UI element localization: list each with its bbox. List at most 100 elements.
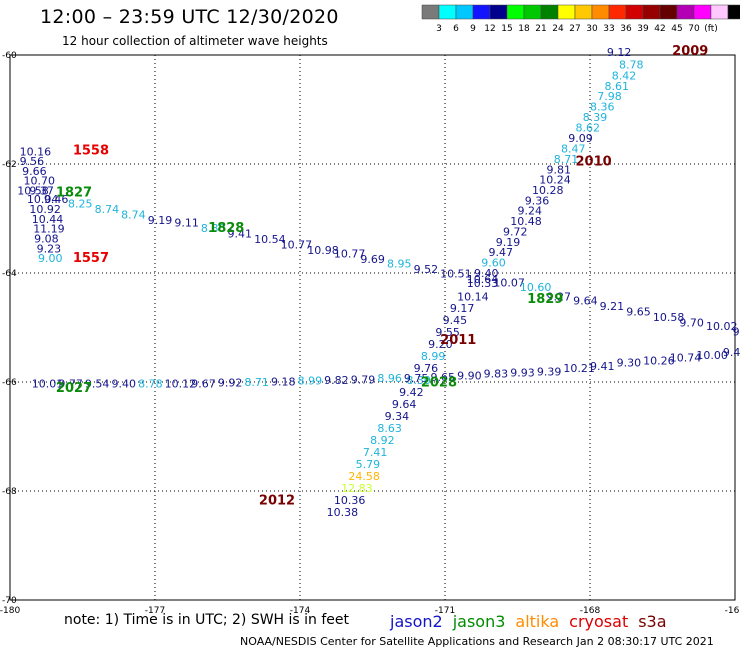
legend-entry: jason2 [390,612,443,631]
wave-height-label: 10.77 [334,248,366,261]
colorbar-tick-label: 21 [535,24,546,34]
wave-height-label: 9.46 [44,193,68,206]
colorbar-swatch [676,4,695,20]
pass-time-label: 2011 [440,333,476,348]
colorbar-tick-label: 3 [436,24,442,34]
wave-height-label: 9.41 [228,228,253,241]
wave-height-label: 9.56 [20,155,44,168]
wave-height-label: 10.04 [27,193,58,206]
pass-time-label: 2028 [421,375,457,390]
colorbar-swatch [642,4,661,20]
colorbar-swatch [523,4,542,20]
wave-height-label: 9.17 [450,302,475,315]
colorbar-swatch [489,4,508,20]
pass-time-label: 2010 [576,155,612,170]
wave-height-label: 10.07 [493,277,525,290]
pass-time-label: 1829 [527,292,563,307]
colorbar-swatch [591,4,610,20]
wave-height-label: 9.52 [414,263,439,276]
wave-height-label: 9.21 [600,300,625,313]
wave-height-label: 8.74 [121,209,145,222]
satellite-legend: jason2 jason3 altika cryosat s3a [390,612,677,631]
wave-height-label: 10.64 [467,273,499,286]
wave-height-label: 10.58 [17,185,49,198]
colorbar-tick-label: 24 [552,24,564,34]
wave-height-label: 9.34 [385,410,410,423]
wave-height-label: 10.00 [696,349,728,362]
pass-time-label: 2027 [56,381,92,396]
latitude-tick-label: -64 [2,269,17,279]
latitude-tick-label: -62 [2,160,17,170]
longitude-tick-label: -168 [580,606,601,616]
wave-height-label: 9.09 [568,132,593,145]
colorbar-tick-label: 15 [501,24,512,34]
colorbar-swatch [557,4,576,20]
wave-height-label: 9.11 [174,217,199,230]
longitude-tick-label: -174 [290,606,311,616]
pass-time-label: 2009 [672,44,708,59]
longitude-tick-label: -177 [145,606,165,616]
wave-height-label: 10.36 [334,494,366,507]
wave-height-label: 8.92 [370,434,395,447]
wave-height-label: 9.64 [733,326,740,339]
wave-height-label: 7.41 [363,446,388,459]
wave-height-label: 9.67 [191,377,216,390]
colorbar-swatch [421,4,440,20]
colorbar-tick-label: 36 [620,24,632,34]
wave-height-label: 10.48 [510,215,542,228]
legend-entry: jason3 [452,612,506,631]
wave-height-label: 9.47 [489,246,514,259]
wave-height-label: 9.65 [431,371,456,384]
wave-height-label: 10.38 [327,506,359,519]
wave-height-label: 9.12 [607,46,632,59]
wave-height-label: 9.18 [271,375,296,388]
pass-time-label: 1827 [56,186,92,201]
latitude-tick-label: -66 [2,378,17,388]
wave-height-label: 11.19 [33,223,64,236]
colorbar-tick-label: 30 [586,24,598,34]
wave-height-label: 10.26 [643,355,675,368]
wave-height-label: 8.30 [406,374,431,387]
color-scale-bar: 3 6 9 12 15 18 21 24 27 30 33 36 39 42 45 70 (ft) [421,4,740,34]
wave-height-label: 9.81 [547,163,572,176]
wave-height-label: 9.20 [428,338,453,351]
wave-height-label: 10.33 [467,277,499,290]
wave-height-label: 9.41 [590,360,615,373]
colorbar-tick-label: 27 [569,24,580,34]
wave-height-label: 9.19 [148,214,173,227]
map-subtitle: 12 hour collection of altimeter wave hei… [62,34,328,48]
wave-height-label: 9.39 [537,365,562,378]
wave-height-label: 10.28 [532,184,564,197]
wave-height-label: 8.74 [95,203,120,216]
wave-height-label: 9.55 [435,326,460,339]
latitude-tick-label: -70 [2,596,17,606]
latitude-tick-label: -60 [2,51,17,61]
wave-height-label: 9.45 [443,314,468,327]
colorbar-swatch [472,4,491,20]
wave-height-label: 9.47 [723,346,740,359]
wave-height-label: 10.70 [24,175,56,188]
wave-height-label: 10.54 [254,233,285,246]
wave-height-label: 9.23 [37,242,62,255]
plot-frame [9,54,736,601]
colorbar-swatch [540,4,559,20]
wave-height-label: 9.64 [392,398,417,411]
wave-height-label: 8.36 [590,101,615,114]
pass-time-label: 2012 [259,494,295,509]
legend-entry: s3a [638,612,667,631]
wave-height-label: 8.63 [377,422,402,435]
wave-height-label: 9.65 [626,306,651,319]
wave-height-labels: 9.128.788.428.617.988.368.398.629.098.47… [17,46,740,519]
wave-height-label: 8.99 [421,350,446,363]
wave-height-label: 9.66 [22,165,47,178]
wave-height-label: 10.14 [457,290,489,303]
legend-entry: altika [515,612,560,631]
colorbar-tick-label: 18 [518,24,530,34]
map-grid [9,54,736,601]
colorbar-tick-label: 42 [654,24,665,34]
axis-tick-labels: -180 -177 -174 -171 -168 -16 -60 -62 -64 -66 -68 -7… [0,51,740,616]
footer-note: note: 1) Time is in UTC; 2) SWH is in fe… [64,612,350,628]
wave-height-label: 9.08 [34,232,59,245]
legend-entry: cryosat [569,612,629,631]
wave-height-label: 9.37 [29,185,54,198]
